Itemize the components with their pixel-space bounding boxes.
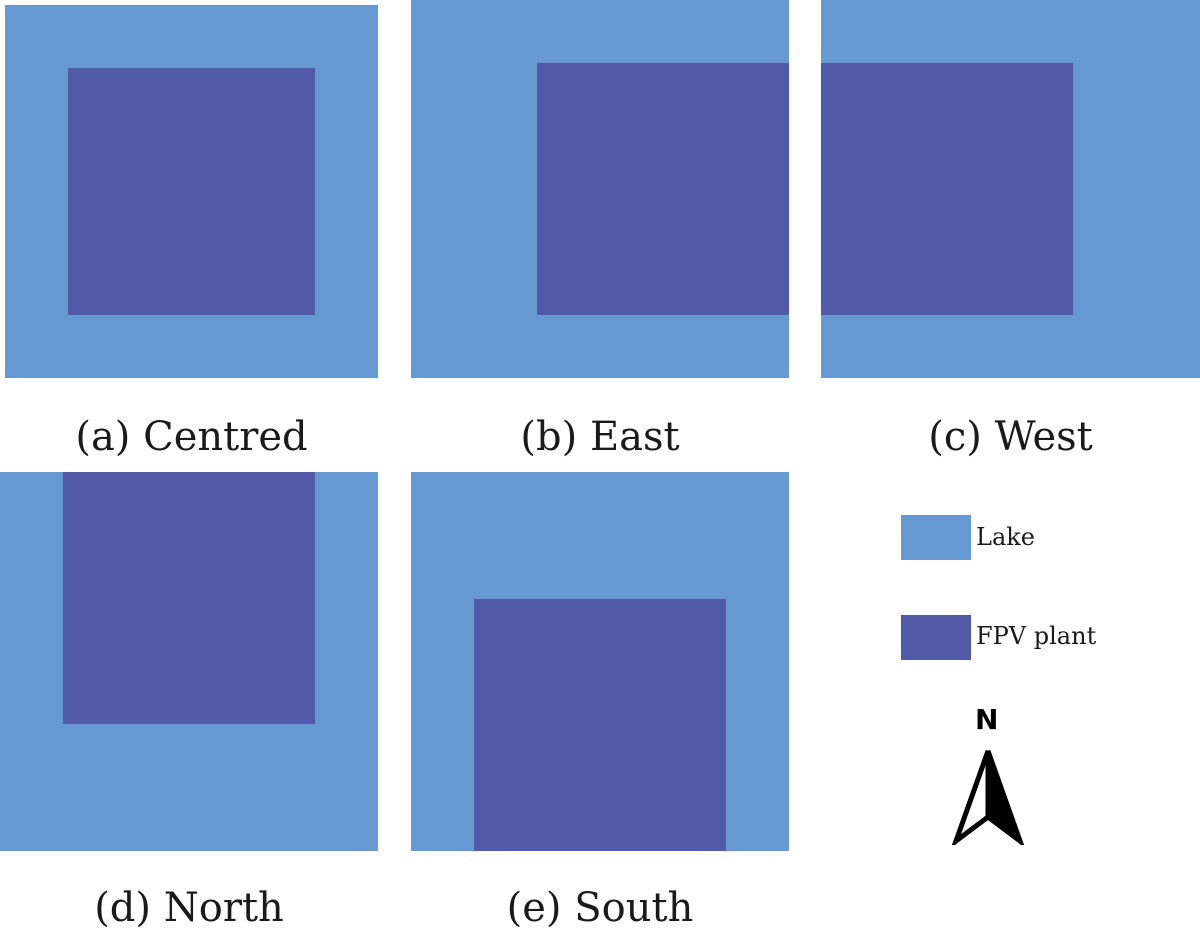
caption-north: (d) North xyxy=(94,885,284,931)
caption-east: (b) East xyxy=(520,414,680,460)
lake-panel-south xyxy=(411,472,789,851)
legend-lake-swatch xyxy=(901,515,971,560)
fpv-plant-west xyxy=(821,63,1073,315)
lake-panel-east xyxy=(411,0,789,378)
legend-fpv-swatch xyxy=(901,615,971,660)
fpv-plant-east xyxy=(537,63,789,315)
lake-panel-north xyxy=(0,472,378,851)
fpv-plant-north xyxy=(63,472,315,724)
caption-west: (c) West xyxy=(928,414,1093,460)
legend-fpv-label: FPV plant xyxy=(976,622,1097,650)
caption-south: (e) South xyxy=(506,885,694,931)
fpv-plant-south xyxy=(474,599,726,851)
legend-lake-label: Lake xyxy=(976,523,1035,551)
north-arrow-icon xyxy=(951,750,1025,845)
fpv-plant-centred xyxy=(68,68,315,315)
caption-centred: (a) Centred xyxy=(75,414,308,460)
north-letter: N xyxy=(975,703,999,736)
lake-panel-centred xyxy=(5,5,378,378)
lake-panel-west xyxy=(821,0,1200,378)
